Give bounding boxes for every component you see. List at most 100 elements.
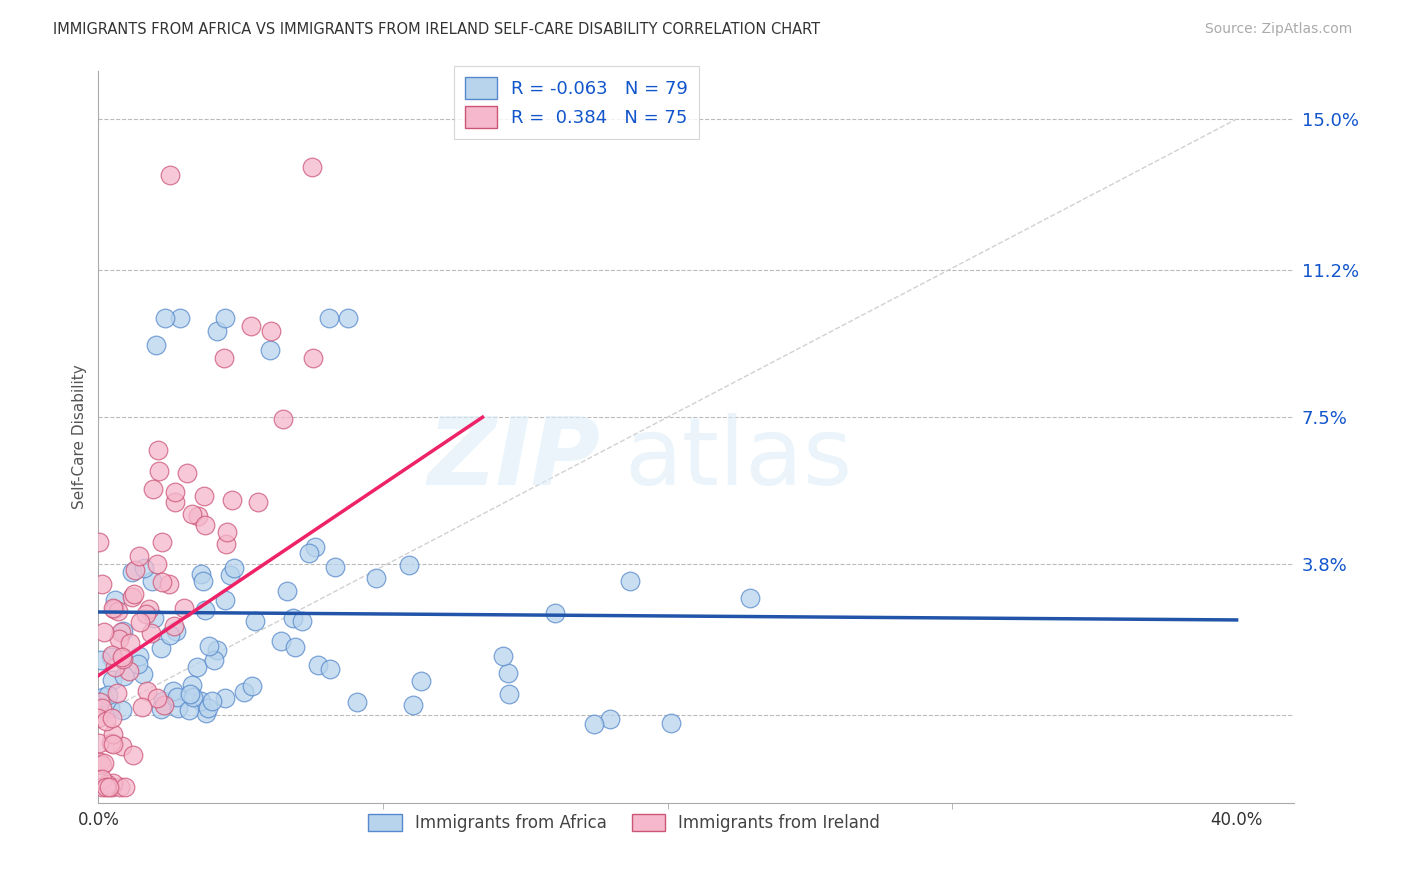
Point bbox=[183, 690, 205, 705]
Point bbox=[138, 601, 160, 615]
Point bbox=[179, 687, 201, 701]
Point bbox=[96, 776, 118, 790]
Point bbox=[93, 756, 115, 770]
Point bbox=[159, 168, 181, 182]
Point bbox=[159, 628, 181, 642]
Point bbox=[173, 600, 195, 615]
Point bbox=[190, 694, 212, 708]
Point bbox=[146, 690, 169, 705]
Point bbox=[112, 669, 135, 683]
Point bbox=[291, 614, 314, 628]
Point bbox=[90, 700, 112, 714]
Point bbox=[186, 659, 208, 673]
Point bbox=[118, 664, 141, 678]
Point bbox=[101, 673, 124, 687]
Point bbox=[659, 715, 682, 730]
Point bbox=[142, 611, 165, 625]
Legend: Immigrants from Africa, Immigrants from Ireland: Immigrants from Africa, Immigrants from … bbox=[361, 807, 887, 838]
Point bbox=[239, 319, 262, 334]
Point bbox=[337, 310, 360, 325]
Point bbox=[193, 574, 215, 588]
Point bbox=[101, 780, 124, 794]
Point bbox=[398, 558, 420, 573]
Point bbox=[150, 702, 173, 716]
Point bbox=[215, 524, 238, 539]
Point bbox=[187, 508, 209, 523]
Point bbox=[167, 701, 190, 715]
Point bbox=[135, 684, 157, 698]
Point bbox=[142, 482, 165, 496]
Point bbox=[97, 689, 120, 703]
Point bbox=[141, 574, 163, 588]
Point bbox=[496, 666, 519, 681]
Point bbox=[87, 534, 110, 549]
Point bbox=[100, 736, 122, 750]
Point bbox=[162, 683, 184, 698]
Point bbox=[101, 648, 124, 662]
Point bbox=[212, 351, 235, 365]
Point bbox=[181, 678, 204, 692]
Point bbox=[260, 324, 283, 338]
Point bbox=[150, 640, 173, 655]
Point bbox=[214, 593, 236, 607]
Point bbox=[599, 712, 621, 726]
Point bbox=[110, 625, 132, 640]
Point bbox=[304, 540, 326, 554]
Point bbox=[98, 780, 121, 794]
Point bbox=[122, 587, 145, 601]
Point bbox=[150, 535, 173, 549]
Point bbox=[145, 338, 167, 352]
Point bbox=[492, 648, 515, 663]
Point bbox=[194, 518, 217, 533]
Point bbox=[128, 648, 150, 663]
Point bbox=[582, 716, 605, 731]
Point bbox=[619, 574, 641, 589]
Point bbox=[101, 738, 124, 752]
Point bbox=[104, 593, 127, 607]
Point bbox=[214, 310, 236, 325]
Text: atlas: atlas bbox=[624, 413, 852, 505]
Point bbox=[148, 464, 170, 478]
Point bbox=[169, 310, 191, 325]
Point bbox=[139, 626, 162, 640]
Point bbox=[103, 776, 125, 790]
Point bbox=[165, 624, 187, 639]
Point bbox=[318, 662, 340, 676]
Point bbox=[107, 604, 129, 618]
Point bbox=[205, 324, 228, 338]
Point bbox=[215, 536, 238, 550]
Point bbox=[89, 695, 111, 709]
Point bbox=[98, 700, 121, 714]
Point bbox=[298, 547, 321, 561]
Point bbox=[325, 560, 347, 574]
Point bbox=[166, 690, 188, 704]
Point bbox=[100, 650, 122, 665]
Point bbox=[87, 711, 110, 725]
Point bbox=[193, 602, 215, 616]
Point bbox=[205, 642, 228, 657]
Point bbox=[544, 606, 567, 620]
Point bbox=[111, 624, 134, 639]
Point bbox=[110, 780, 132, 794]
Point bbox=[100, 711, 122, 725]
Point bbox=[146, 442, 169, 457]
Point bbox=[202, 653, 225, 667]
Point bbox=[91, 772, 114, 786]
Point bbox=[107, 632, 129, 646]
Point bbox=[131, 700, 153, 714]
Point bbox=[135, 607, 157, 621]
Point bbox=[283, 640, 305, 654]
Point bbox=[111, 650, 134, 665]
Point bbox=[163, 619, 186, 633]
Point bbox=[150, 575, 173, 590]
Point bbox=[94, 714, 117, 728]
Point bbox=[271, 412, 294, 426]
Point bbox=[121, 591, 143, 605]
Point bbox=[111, 652, 134, 666]
Point bbox=[93, 625, 115, 640]
Text: Source: ZipAtlas.com: Source: ZipAtlas.com bbox=[1205, 22, 1353, 37]
Point bbox=[122, 747, 145, 762]
Point bbox=[232, 685, 254, 699]
Point bbox=[91, 576, 114, 591]
Point bbox=[219, 568, 242, 582]
